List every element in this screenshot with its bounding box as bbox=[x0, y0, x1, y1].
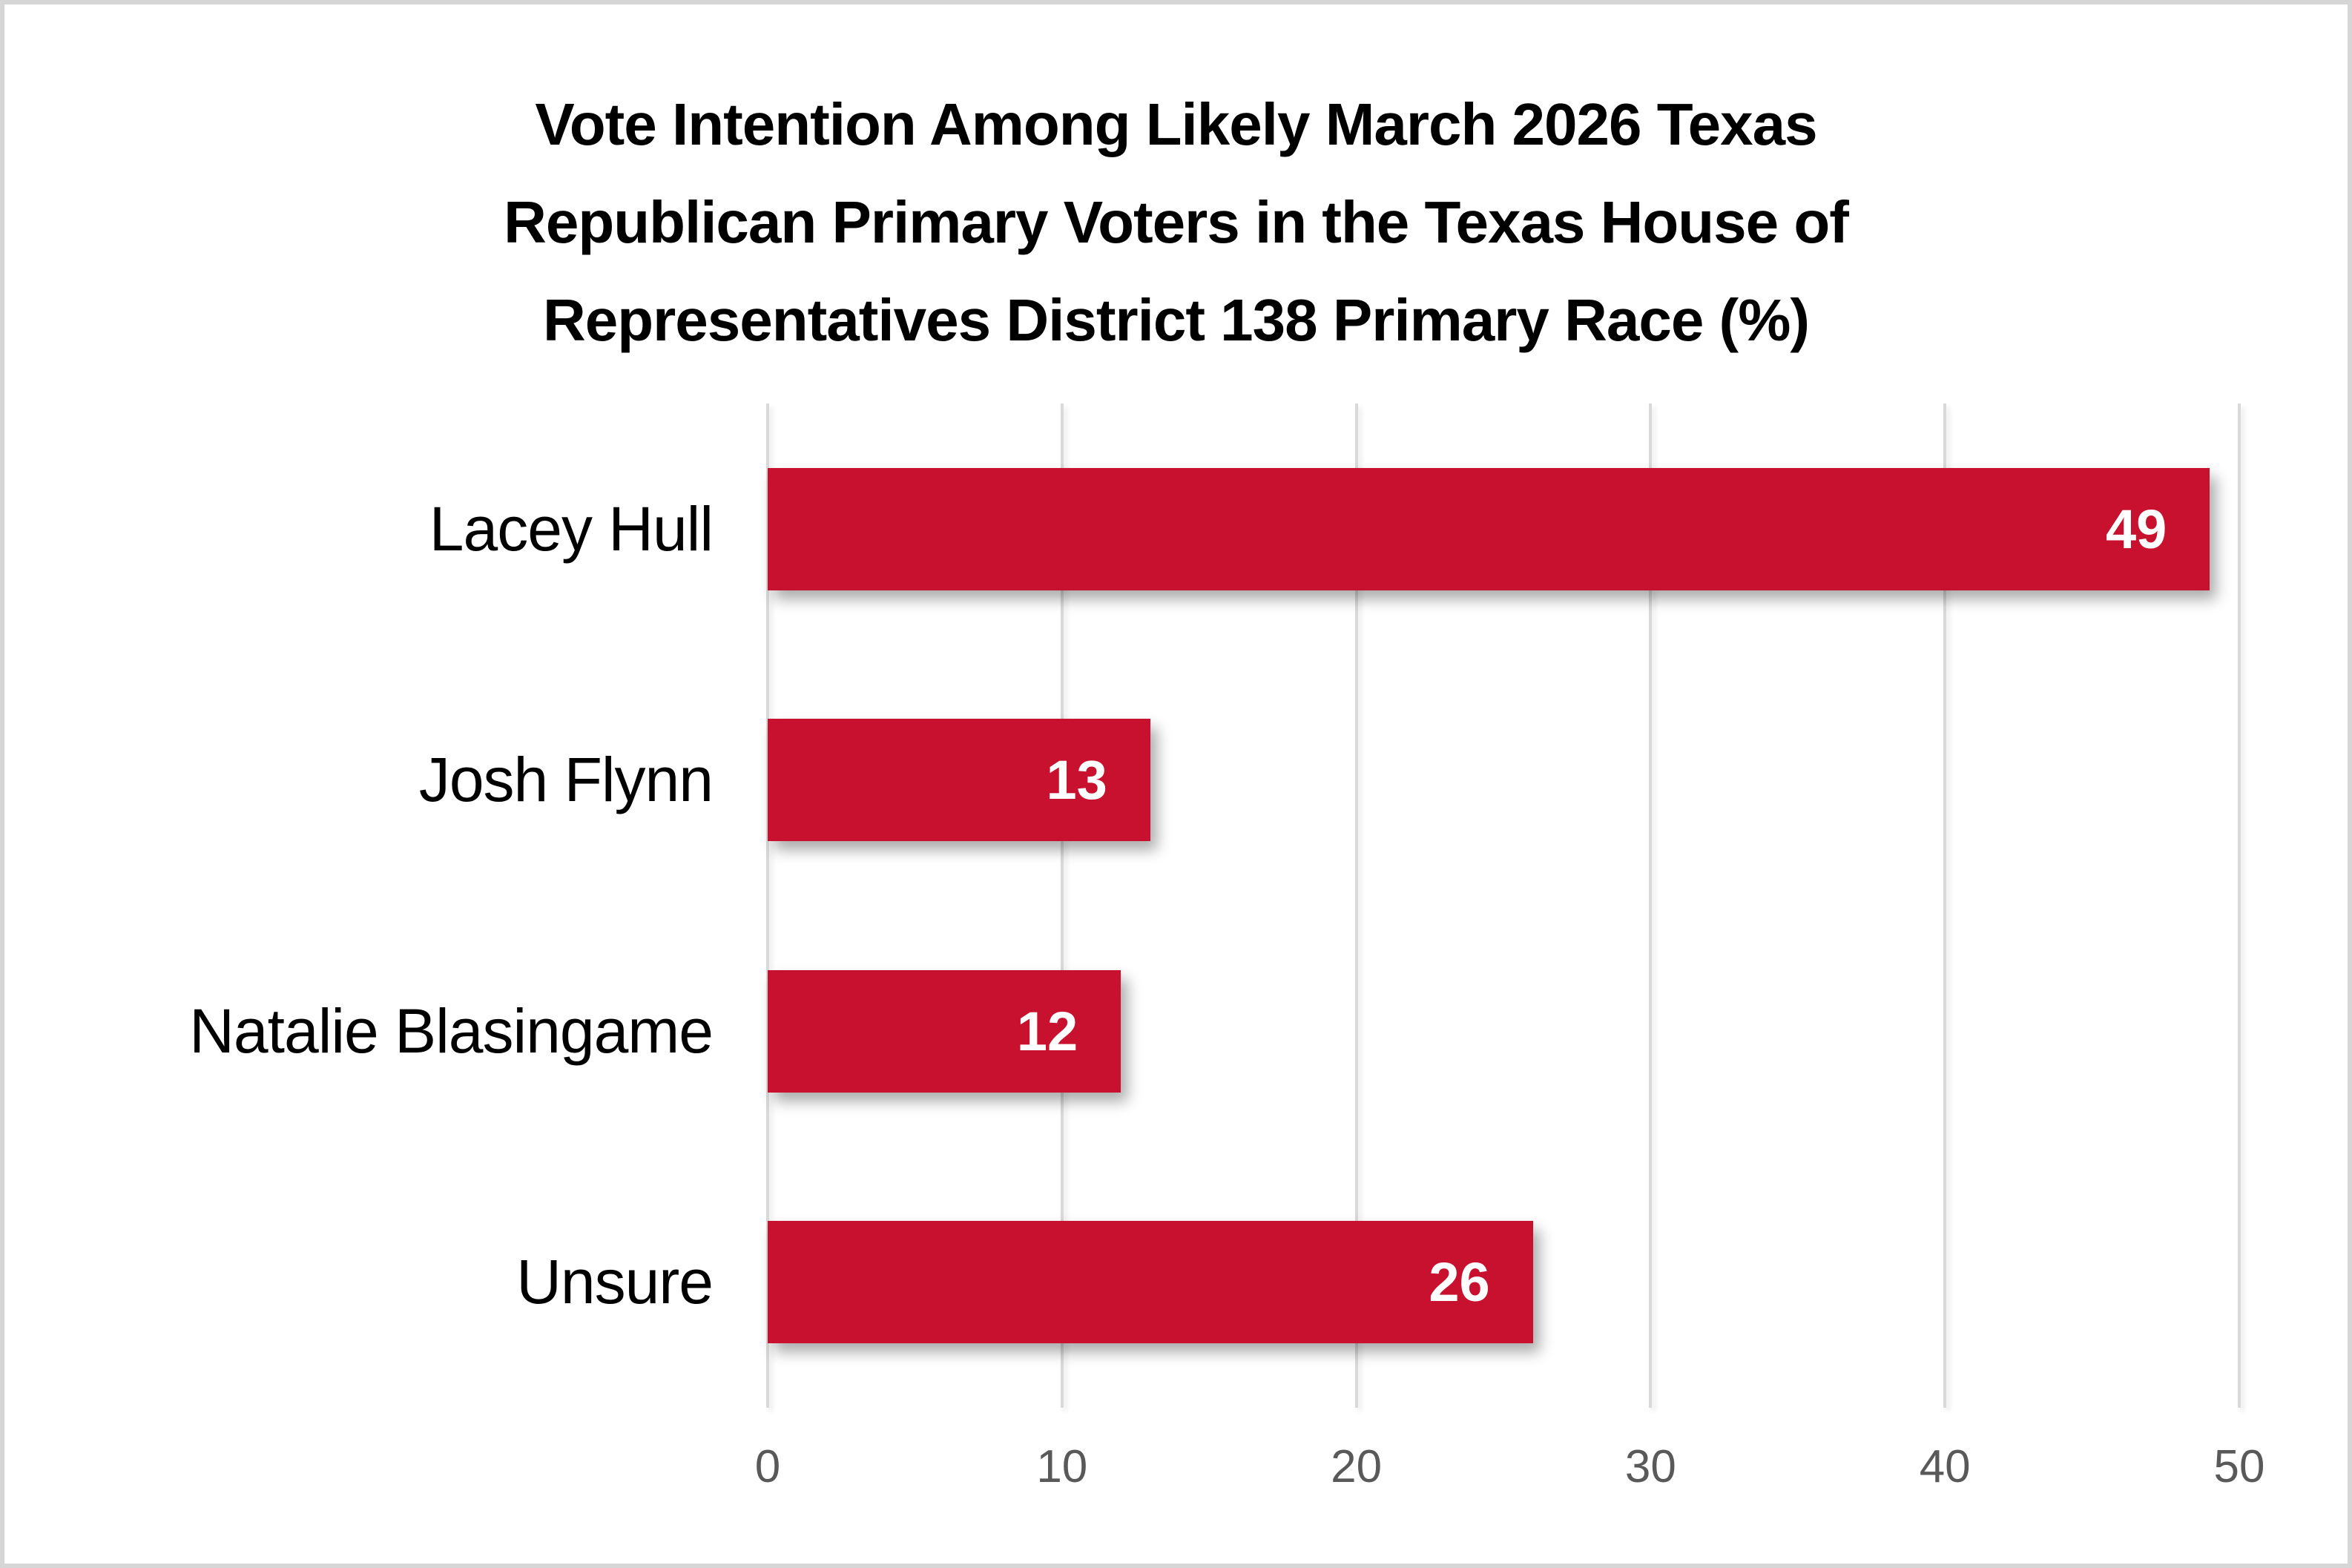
category-label: Natalie Blasingame bbox=[189, 995, 714, 1066]
gridline bbox=[2238, 403, 2241, 1408]
x-tick-label: 40 bbox=[1919, 1441, 1971, 1492]
x-axis: 0 10 20 30 40 50 bbox=[755, 1440, 2265, 1507]
gridline bbox=[1060, 403, 1064, 1408]
gridline bbox=[1943, 403, 1947, 1408]
x-tick-label: 10 bbox=[1036, 1441, 1088, 1492]
x-tick-label: 0 bbox=[754, 1441, 781, 1492]
category-label: Unsure bbox=[516, 1247, 714, 1317]
chart-title-line: Representatives District 138 Primary Rac… bbox=[543, 287, 1810, 353]
chart-title: Vote Intention Among Likely March 2026 T… bbox=[4, 76, 2348, 369]
x-tick-label: 50 bbox=[2213, 1441, 2265, 1492]
chart-title-line: Vote Intention Among Likely March 2026 T… bbox=[535, 91, 1817, 157]
chart-title-line: Republican Primary Voters in the Texas H… bbox=[504, 189, 1849, 255]
x-tick-label: 30 bbox=[1624, 1441, 1676, 1492]
gridline bbox=[766, 403, 769, 1408]
category-axis: Lacey Hull Josh Flynn Natalie Blasingame Un… bbox=[4, 403, 768, 1408]
bar-value-label: 26 bbox=[1429, 1251, 1490, 1314]
bar-value-label: 12 bbox=[1016, 1000, 1078, 1062]
category-label: Josh Flynn bbox=[418, 745, 714, 815]
gridline bbox=[1649, 403, 1653, 1408]
x-tick-label: 20 bbox=[1331, 1441, 1383, 1492]
bar-natalie-blasingame: 12 bbox=[768, 969, 1121, 1093]
plot-area: 49 13 12 26 bbox=[766, 403, 2241, 1408]
bar-value-label: 13 bbox=[1046, 749, 1107, 811]
gridline bbox=[1354, 403, 1358, 1408]
bar-value-label: 49 bbox=[2106, 498, 2167, 560]
bar-josh-flynn: 13 bbox=[768, 719, 1150, 842]
bar-lacey-hull: 49 bbox=[768, 467, 2210, 590]
category-label: Lacey Hull bbox=[429, 493, 714, 564]
bar-unsure: 26 bbox=[768, 1221, 1533, 1344]
